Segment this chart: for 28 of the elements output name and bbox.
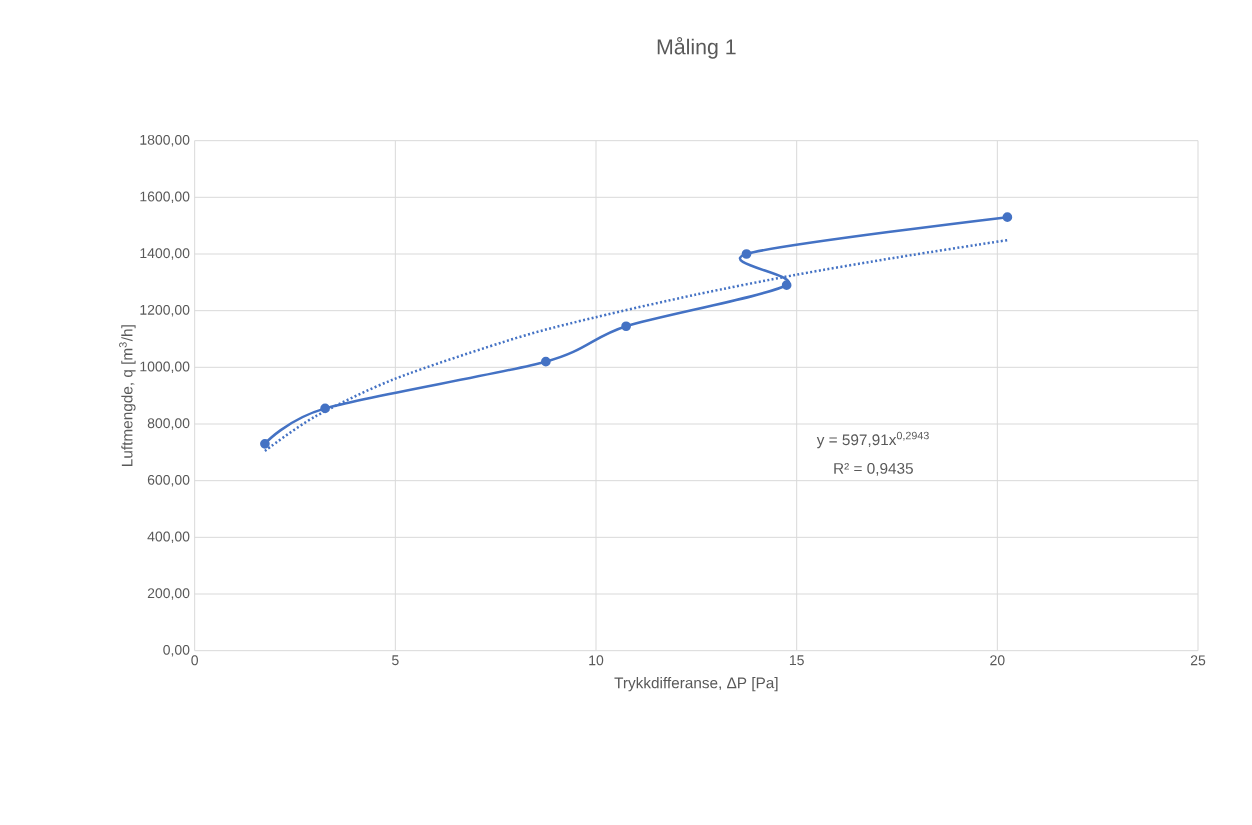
x-tick-label: 25 (1190, 655, 1206, 666)
y-tick-label: 1200,00 (140, 304, 190, 317)
point (1002, 212, 1013, 222)
point (741, 248, 752, 259)
point (260, 438, 270, 449)
y-tick-label: 200,00 (147, 588, 190, 600)
y-axis-title: Luftmengde, q [m$^{3}$/h] (119, 325, 136, 466)
y-tick-label: 0,00 (163, 644, 190, 657)
chart-title: Måling 1 (657, 36, 736, 59)
x-tick-label: 10 (589, 655, 604, 666)
point (320, 403, 330, 414)
x-tick-label: 15 (789, 655, 804, 665)
x-tick-label: 0 (191, 655, 199, 666)
y-tick-label: 600,00 (147, 474, 190, 487)
x-tick-label: 20 (990, 655, 1005, 666)
x-tick-label: 5 (392, 655, 399, 665)
annotation: R² = 0,9435 (834, 462, 913, 476)
y-tick-label: 400,00 (147, 531, 190, 543)
annotation: y = 597,91x$^{0,2943}$ (816, 431, 929, 449)
y-tick-label: 1400,00 (140, 248, 190, 260)
x-axis-title: Trykkdifferanse, ΔP [Pa] (614, 676, 778, 692)
y-tick-label: 1600,00 (140, 191, 190, 203)
y-tick-label: 1000,00 (140, 361, 190, 373)
y-tick-label: 800,00 (147, 418, 190, 430)
point (621, 321, 631, 331)
point (540, 356, 551, 367)
y-tick-label: 1800,00 (140, 134, 190, 147)
point (781, 280, 792, 290)
